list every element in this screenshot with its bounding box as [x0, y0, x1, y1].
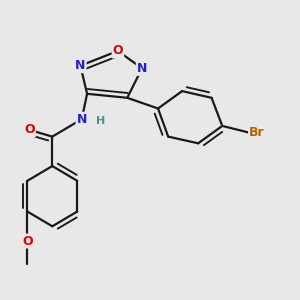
Text: N: N	[75, 59, 85, 72]
Text: Br: Br	[249, 126, 265, 139]
Text: N: N	[76, 113, 87, 126]
Text: N: N	[137, 62, 147, 75]
Text: O: O	[112, 44, 123, 58]
Text: H: H	[97, 116, 106, 126]
Text: O: O	[24, 123, 35, 136]
Text: O: O	[22, 235, 33, 248]
